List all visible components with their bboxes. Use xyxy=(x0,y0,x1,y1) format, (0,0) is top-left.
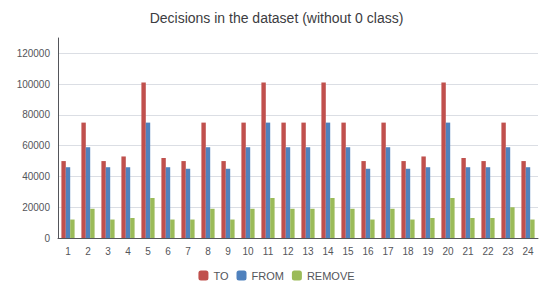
svg-text:10: 10 xyxy=(242,246,254,257)
svg-text:Decisions in the dataset (with: Decisions in the dataset (without 0 clas… xyxy=(150,10,404,26)
svg-text:REMOVE: REMOVE xyxy=(307,270,355,282)
svg-text:5: 5 xyxy=(145,246,151,257)
svg-text:11: 11 xyxy=(263,246,274,257)
svg-text:14: 14 xyxy=(322,246,334,257)
svg-text:24: 24 xyxy=(522,246,534,257)
svg-text:40000: 40000 xyxy=(22,171,50,182)
svg-text:20000: 20000 xyxy=(22,202,50,213)
svg-text:18: 18 xyxy=(402,246,414,257)
svg-text:2: 2 xyxy=(85,246,91,257)
svg-text:3: 3 xyxy=(105,246,111,257)
svg-text:8: 8 xyxy=(205,246,211,257)
svg-text:13: 13 xyxy=(302,246,314,257)
svg-text:100000: 100000 xyxy=(17,79,51,90)
svg-text:21: 21 xyxy=(462,246,474,257)
svg-text:15: 15 xyxy=(342,246,354,257)
svg-text:FROM: FROM xyxy=(252,270,284,282)
svg-text:22: 22 xyxy=(482,246,494,257)
svg-text:6: 6 xyxy=(165,246,171,257)
svg-text:120000: 120000 xyxy=(17,48,51,59)
svg-text:TO: TO xyxy=(213,270,229,282)
svg-text:12: 12 xyxy=(282,246,294,257)
svg-text:19: 19 xyxy=(422,246,434,257)
svg-text:20: 20 xyxy=(442,246,454,257)
svg-text:60000: 60000 xyxy=(22,140,50,151)
svg-text:16: 16 xyxy=(362,246,374,257)
svg-text:17: 17 xyxy=(382,246,394,257)
svg-text:0: 0 xyxy=(44,233,50,244)
svg-text:80000: 80000 xyxy=(22,109,50,120)
svg-text:7: 7 xyxy=(185,246,191,257)
svg-text:4: 4 xyxy=(125,246,131,257)
svg-text:1: 1 xyxy=(65,246,71,257)
svg-text:9: 9 xyxy=(225,246,231,257)
svg-text:23: 23 xyxy=(502,246,514,257)
